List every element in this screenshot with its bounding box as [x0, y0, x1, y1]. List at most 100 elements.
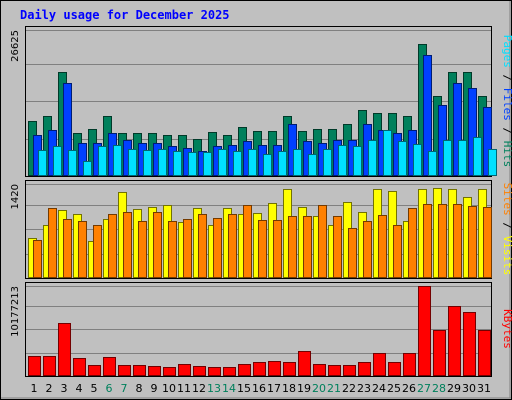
day-label-16: 16 [252, 382, 266, 395]
kbytes-bar-day-undefined [43, 356, 56, 376]
kbytes-bar-day-undefined [88, 365, 101, 376]
day-axis: 1 2 3 4 5 6 7 8 9 10 11 12 13 14 15 16 17 18 19 20 21 22 23 24 2… [31, 382, 492, 395]
sites-bar-day-undefined [348, 228, 357, 278]
day-label-2: 2 [46, 382, 53, 395]
pages-bar-day-22 [353, 146, 362, 176]
day-label-5: 5 [91, 382, 98, 395]
pages-bar-day-2 [53, 146, 62, 176]
legend-separator: / [501, 68, 512, 88]
pages-bar-day-9 [158, 149, 167, 176]
day-label-8: 8 [136, 382, 143, 395]
chart-title: Daily usage for December 2025 [20, 8, 230, 22]
kbytes-bar-day-undefined [463, 312, 476, 376]
pages-bar-day-3 [68, 150, 77, 176]
pages-bar-day-29 [458, 140, 467, 176]
sites-bar-day-undefined [183, 219, 192, 278]
day-label-25: 25 [387, 382, 401, 395]
sites-bar-day-undefined [273, 220, 282, 278]
pages-bar-day-5 [98, 146, 107, 176]
y-axis-max-label: 26625 [10, 30, 21, 62]
sites-bar-day-undefined [363, 221, 372, 278]
sites-bar-day-undefined [228, 214, 237, 278]
sites-bar-day-undefined [198, 214, 207, 278]
sites-bar-day-undefined [438, 204, 447, 278]
pages-bar-day-25 [398, 141, 407, 176]
pages-bar-day-1 [38, 150, 47, 176]
sites-bar-day-undefined [213, 218, 222, 278]
series-legend: KBytes [501, 309, 512, 349]
kbytes-bar-day-undefined [313, 364, 326, 376]
kbytes-bar-day-undefined [418, 286, 431, 376]
day-label-24: 24 [372, 382, 386, 395]
pages-bar-day-21 [338, 145, 347, 176]
sites-bar-day-undefined [393, 225, 402, 278]
sites-bar-day-undefined [318, 205, 327, 278]
kbytes-bar-day-undefined [358, 362, 371, 376]
pages-bar-day-26 [413, 144, 422, 176]
sites-bar-day-undefined [168, 221, 177, 278]
legend-visits: Visits [501, 236, 512, 276]
kbytes-bar-day-undefined [178, 364, 191, 376]
day-label-19: 19 [297, 382, 311, 395]
day-label-29: 29 [447, 382, 461, 395]
kbytes-bar-day-undefined [298, 351, 311, 376]
legend-kbytes: KBytes [501, 309, 512, 349]
pages-bar-day-27 [428, 151, 437, 176]
sites-bar-day-undefined [453, 204, 462, 278]
pages-bar-day-31 [488, 149, 497, 176]
kbytes-bar-day-undefined [148, 366, 161, 376]
pages-bar-day-8 [143, 150, 152, 176]
pages-bar-day-4 [83, 161, 92, 176]
pages-bar-day-13 [218, 149, 227, 176]
legend-files: Files [501, 88, 512, 121]
day-label-20: 20 [312, 382, 326, 395]
kbytes-bar-day-undefined [28, 356, 41, 376]
series-legend: Pages / Files / Hits [501, 35, 512, 168]
day-label-12: 12 [192, 382, 206, 395]
sites-bar-day-undefined [63, 219, 72, 278]
day-label-31: 31 [477, 382, 491, 395]
pages-bar-day-11 [188, 152, 197, 176]
day-label-9: 9 [151, 382, 158, 395]
pages-bar-day-14 [233, 151, 242, 176]
visits-sites-panel: 1420 Sites / Visits [10, 180, 512, 279]
sites-bar-day-undefined [333, 216, 342, 278]
legend-hits: Hits [501, 141, 512, 168]
day-label-23: 23 [357, 382, 371, 395]
pages-bar-day-17 [278, 151, 287, 176]
sites-bar-day-undefined [423, 204, 432, 278]
sites-bar-day-undefined [48, 208, 57, 278]
kbytes-bar-day-undefined [268, 361, 281, 376]
kbytes-bar-day-undefined [388, 362, 401, 376]
files-bar-day-29 [453, 83, 462, 176]
sites-bar-day-undefined [108, 214, 117, 278]
kbytes-bar-day-undefined [403, 353, 416, 376]
kbytes-bar-day-undefined [133, 365, 146, 376]
day-label-26: 26 [402, 382, 416, 395]
sites-bar-day-undefined [93, 225, 102, 278]
kbytes-bar-day-undefined [103, 357, 116, 376]
pages-bar-day-19 [308, 154, 317, 176]
day-label-17: 17 [267, 382, 281, 395]
kbytes-bar-day-undefined [433, 330, 446, 376]
day-label-18: 18 [282, 382, 296, 395]
files-bar-day-30 [468, 88, 477, 176]
kbytes-bar-day-undefined [223, 367, 236, 376]
kbytes-bar-day-undefined [448, 306, 461, 376]
kbytes-panel: 10177213 KBytes [10, 282, 512, 377]
day-label-1: 1 [31, 382, 38, 395]
legend-separator: / [501, 216, 512, 236]
pages-bar-day-16 [263, 154, 272, 176]
sites-bar-day-undefined [78, 221, 87, 278]
files-bar-day-31 [483, 107, 492, 176]
day-label-22: 22 [342, 382, 356, 395]
sites-bar-day-undefined [408, 208, 417, 278]
pages-bar-day-10 [173, 151, 182, 176]
kbytes-bar-day-undefined [478, 330, 491, 376]
kbytes-bar-day-undefined [163, 367, 176, 376]
kbytes-bar-day-undefined [193, 366, 206, 376]
kbytes-bar-day-undefined [238, 364, 251, 376]
files-bar-day-27 [423, 55, 432, 176]
sites-bar-day-undefined [33, 240, 42, 278]
